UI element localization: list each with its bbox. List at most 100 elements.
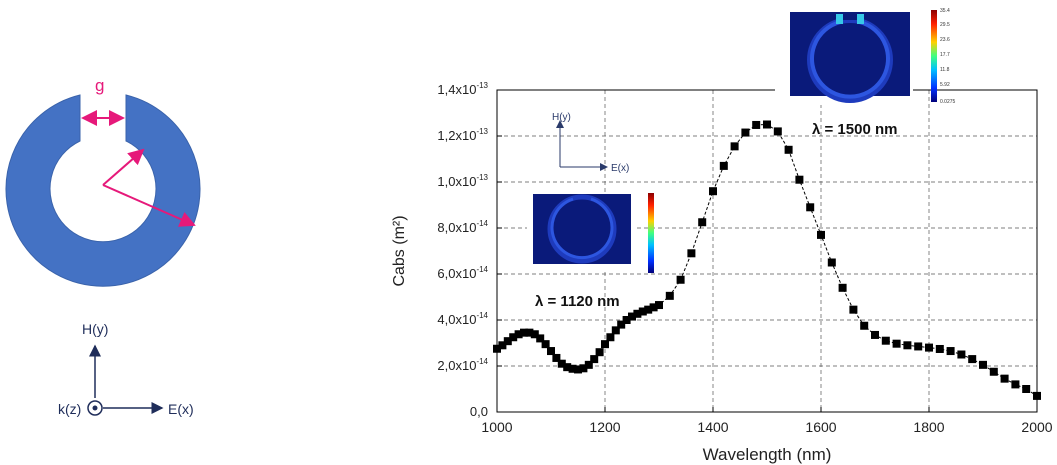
data-point bbox=[946, 347, 955, 356]
data-point bbox=[752, 120, 761, 129]
split-ring-schematic: g h1 h2 H(y) E(x) k(z) bbox=[5, 76, 201, 417]
data-point bbox=[644, 305, 653, 314]
plot-frame bbox=[496, 89, 1038, 413]
data-point bbox=[881, 336, 890, 345]
data-point bbox=[606, 333, 615, 342]
data-point bbox=[838, 283, 847, 292]
data-point bbox=[503, 337, 512, 346]
e-axis-label: E(x) bbox=[168, 401, 194, 417]
field-map-1120 bbox=[527, 192, 654, 273]
data-point bbox=[957, 350, 966, 359]
y-tick-label: 6,0x10-14 bbox=[437, 265, 488, 281]
data-point bbox=[1022, 385, 1031, 393]
data-point bbox=[584, 360, 593, 369]
colorbar-tick-label: 23.6 bbox=[940, 37, 950, 43]
data-point bbox=[509, 333, 518, 342]
data-point bbox=[903, 341, 912, 350]
data-point bbox=[741, 128, 750, 137]
k-axis-label: k(z) bbox=[58, 401, 81, 417]
x-tick-label: 1400 bbox=[697, 419, 728, 435]
data-point bbox=[860, 321, 869, 330]
data-point bbox=[1000, 374, 1009, 383]
data-point bbox=[817, 230, 825, 239]
data-point bbox=[633, 309, 642, 318]
annotation-1120: λ = 1120 nm bbox=[535, 293, 620, 310]
colorbar-tick-label: 29.5 bbox=[940, 22, 950, 28]
split-ring bbox=[5, 94, 201, 287]
data-point bbox=[709, 187, 717, 196]
x-axis-title: Wavelength (nm) bbox=[703, 445, 832, 464]
data-point bbox=[493, 344, 501, 353]
y-tick-label: 1,4x10-13 bbox=[437, 81, 488, 97]
data-point bbox=[989, 367, 998, 376]
data-point bbox=[552, 353, 561, 362]
data-point bbox=[617, 320, 626, 329]
data-point bbox=[649, 303, 658, 312]
data-point bbox=[628, 312, 636, 321]
inner-radius-label: h1 bbox=[98, 147, 113, 169]
data-point bbox=[784, 145, 793, 154]
data-point bbox=[925, 343, 933, 352]
y-tick-label: 4,0x10-14 bbox=[437, 311, 488, 327]
data-point bbox=[536, 334, 545, 343]
data-point bbox=[611, 326, 620, 335]
data-point bbox=[595, 348, 604, 357]
data-point bbox=[563, 363, 572, 372]
y-tick-label: 2,0x10-14 bbox=[437, 357, 488, 373]
data-point bbox=[676, 275, 685, 284]
h-axis-label: H(y) bbox=[82, 321, 108, 337]
data-point bbox=[773, 127, 782, 136]
x-tick-label: 2000 bbox=[1021, 419, 1052, 435]
data-point bbox=[541, 340, 550, 349]
inset-axes: H(y) E(x) bbox=[552, 112, 629, 174]
inset-e-label: E(x) bbox=[611, 163, 629, 174]
data-point bbox=[730, 142, 739, 151]
inset-h-label: H(y) bbox=[552, 112, 571, 123]
data-point bbox=[520, 328, 528, 337]
data-point bbox=[622, 316, 631, 324]
inner-radius-arrow bbox=[102, 148, 145, 186]
x-tick-label: 1600 bbox=[805, 419, 836, 435]
data-point bbox=[525, 328, 534, 337]
colorbar-min: 0.0275 bbox=[940, 99, 956, 105]
data-point bbox=[698, 218, 707, 227]
data-point bbox=[687, 249, 696, 258]
k-axis-symbol bbox=[87, 400, 103, 416]
data-point bbox=[638, 307, 647, 316]
colorbar-max: 35.4 bbox=[940, 8, 950, 14]
data-point bbox=[871, 330, 879, 339]
outer-radius-arrow bbox=[102, 184, 196, 227]
data-point bbox=[979, 360, 987, 369]
data-point bbox=[547, 347, 555, 356]
y-tick-label: 1,2x10-13 bbox=[437, 127, 488, 143]
data-point bbox=[795, 175, 804, 184]
data-point bbox=[579, 364, 588, 373]
data-point bbox=[530, 330, 539, 339]
data-point bbox=[719, 161, 728, 170]
colorbar-tick-label: 17.7 bbox=[940, 52, 950, 58]
data-point bbox=[574, 365, 582, 374]
data-point bbox=[514, 330, 523, 339]
data-point bbox=[590, 355, 599, 364]
field-map-1500: 35.4 0.0275 29.5 23.6 17.7 11.8 5.92 bbox=[775, 8, 956, 105]
data-point bbox=[568, 364, 577, 373]
data-point bbox=[892, 339, 901, 348]
data-point bbox=[806, 203, 815, 212]
y-tick-label: 1,0x10-13 bbox=[437, 173, 488, 189]
data-point bbox=[849, 305, 858, 314]
colorbar-tick-label: 5.92 bbox=[940, 82, 950, 88]
data-point bbox=[1011, 380, 1020, 389]
x-tick-label: 1800 bbox=[913, 419, 944, 435]
data-point bbox=[665, 291, 674, 300]
data-point bbox=[914, 342, 923, 351]
y-tick-label: 0,0 bbox=[470, 404, 488, 419]
data-point bbox=[601, 340, 609, 349]
x-tick-label: 1000 bbox=[481, 419, 512, 435]
data-point bbox=[935, 344, 944, 353]
data-point bbox=[1033, 391, 1041, 400]
outer-radius-label: h2 bbox=[118, 207, 133, 229]
data-point bbox=[655, 301, 663, 310]
gap-label: g bbox=[95, 76, 104, 95]
data-point bbox=[763, 120, 771, 129]
